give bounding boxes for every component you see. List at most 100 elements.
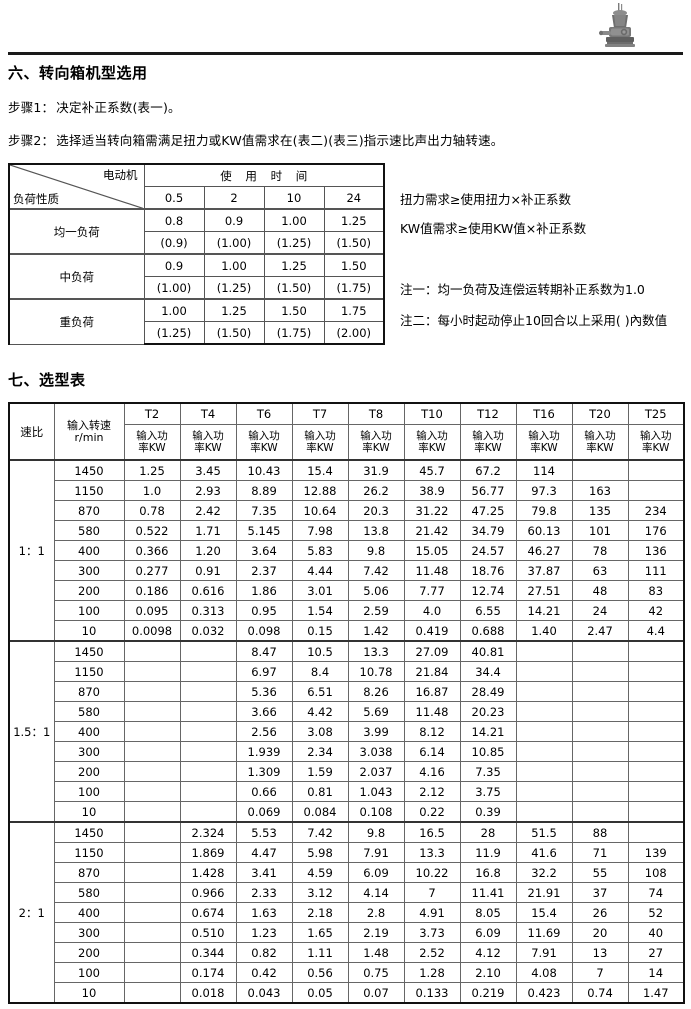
header-model-t10: T10 — [403, 402, 461, 425]
power-cell-t12: 28 — [459, 821, 517, 843]
power-cell-t12: 7.35 — [459, 761, 517, 782]
power-cell-t25 — [627, 821, 685, 843]
rpm-cell: 10 — [53, 620, 125, 642]
power-cell-t4 — [179, 681, 237, 702]
power-cell-t16: 1.40 — [515, 620, 573, 642]
power-cell-t12: 34.4 — [459, 661, 517, 682]
power-cell-t4: 0.018 — [179, 982, 237, 1004]
load-2-primary-2: 1.50 — [263, 298, 325, 322]
power-cell-t7: 0.81 — [291, 781, 349, 802]
power-cell-t20: 48 — [571, 580, 629, 601]
power-cell-t6: 2.37 — [235, 560, 293, 581]
power-cell-t2: 0.095 — [123, 600, 181, 621]
load-1-primary-2: 1.25 — [263, 253, 325, 277]
power-cell-t7: 1.59 — [291, 761, 349, 782]
power-cell-t7: 5.98 — [291, 842, 349, 863]
power-cell-t20 — [571, 681, 629, 702]
power-cell-t7: 6.51 — [291, 681, 349, 702]
power-cell-t10: 4.16 — [403, 761, 461, 782]
power-cell-t20: 78 — [571, 540, 629, 561]
power-cell-t6: 1.939 — [235, 741, 293, 762]
rpm-cell: 1150 — [53, 480, 125, 501]
rpm-cell: 300 — [53, 560, 125, 581]
power-cell-t7: 12.88 — [291, 480, 349, 501]
load-2-primary-3: 1.75 — [323, 298, 386, 322]
table-row: 200 0.344 0.82 1.11 1.48 2.52 4.12 7.91 13 27 — [9, 942, 685, 963]
header-model-t8: T8 — [347, 402, 405, 425]
power-cell-t7: 1.65 — [291, 922, 349, 943]
power-cell-t4: 0.674 — [179, 902, 237, 923]
power-cell-t6: 3.64 — [235, 540, 293, 561]
power-cell-t6: 1.309 — [235, 761, 293, 782]
header-model-t6: T6 — [235, 402, 293, 425]
power-cell-t2 — [123, 801, 181, 823]
power-cell-t16: 32.2 — [515, 862, 573, 883]
power-cell-t4: 0.510 — [179, 922, 237, 943]
header-rpm-line2: r/min — [74, 430, 104, 444]
power-cell-t4: 1.20 — [179, 540, 237, 561]
table-row: 400 0.674 1.63 2.18 2.8 4.91 8.05 15.4 26 52 — [9, 902, 685, 923]
power-cell-t10: 7 — [403, 882, 461, 903]
table-row: 300 0.510 1.23 1.65 2.19 3.73 6.09 11.69 20 40 — [9, 922, 685, 943]
power-cell-t7: 5.83 — [291, 540, 349, 561]
power-cell-t10: 0.22 — [403, 801, 461, 823]
power-cell-t2 — [123, 982, 181, 1004]
power-cell-t20 — [571, 741, 629, 762]
power-cell-t4: 0.91 — [179, 560, 237, 581]
table-row: 200 0.186 0.616 1.86 3.01 5.06 7.77 12.74 27.51 4… — [9, 580, 685, 601]
load-1-primary-3: 1.50 — [323, 253, 386, 277]
header-model-t7: T7 — [291, 402, 349, 425]
use-time-header: 使 用 时 间 — [143, 163, 386, 187]
power-cell-t2 — [123, 962, 181, 983]
power-cell-t25 — [627, 721, 685, 742]
load-0-secondary-2: (1.25) — [263, 231, 325, 255]
power-cell-t16 — [515, 761, 573, 782]
power-cell-t25 — [627, 761, 685, 782]
power-cell-t20: 135 — [571, 500, 629, 521]
table-row: 870 0.78 2.42 7.35 10.64 20.3 31.22 47.25 79.8 13… — [9, 500, 685, 521]
header-kw-t10: 输入功 率KW — [403, 424, 461, 461]
load-1-primary-0: 0.9 — [143, 253, 205, 277]
load-1-secondary-1: (1.25) — [203, 276, 265, 300]
ratio-label-2: 2：1 — [8, 821, 55, 1004]
table-row: 重负荷 1.00 1.25 1.50 1.75 — [8, 298, 386, 345]
load-2-secondary-2: (1.75) — [263, 321, 325, 345]
power-cell-t16 — [515, 640, 573, 662]
corner-header-cell: 电动机 负荷性质 — [8, 163, 145, 210]
load-1-secondary-2: (1.50) — [263, 276, 325, 300]
power-cell-t16: 114 — [515, 459, 573, 481]
power-cell-t25 — [627, 480, 685, 501]
power-cell-t20: 20 — [571, 922, 629, 943]
header-ratio: 速比 — [8, 402, 55, 461]
power-cell-t16: 37.87 — [515, 560, 573, 581]
header-model-t4: T4 — [179, 402, 237, 425]
header-kw-t7: 输入功 率KW — [291, 424, 349, 461]
power-cell-t2 — [123, 661, 181, 682]
load-2-secondary-3: (2.00) — [323, 321, 386, 345]
power-cell-t20 — [571, 459, 629, 481]
power-cell-t10: 2.12 — [403, 781, 461, 802]
power-cell-t7: 7.98 — [291, 520, 349, 541]
header-divider-rule — [8, 52, 683, 55]
power-cell-t25: 176 — [627, 520, 685, 541]
table-row: 400 0.366 1.20 3.64 5.83 9.8 15.05 24.57 46.27 78… — [9, 540, 685, 561]
power-cell-t2 — [123, 761, 181, 782]
power-cell-t12: 16.8 — [459, 862, 517, 883]
section-7-heading: 七、选型表 — [8, 371, 86, 389]
power-cell-t16: 46.27 — [515, 540, 573, 561]
power-cell-t25: 42 — [627, 600, 685, 621]
power-cell-t6: 6.97 — [235, 661, 293, 682]
power-cell-t7: 8.4 — [291, 661, 349, 682]
rpm-cell: 100 — [53, 781, 125, 802]
power-cell-t16: 97.3 — [515, 480, 573, 501]
power-cell-t8: 2.8 — [347, 902, 405, 923]
time-col-2: 10 — [263, 186, 325, 210]
header-kw-t12: 输入功 率KW — [459, 424, 517, 461]
power-cell-t16 — [515, 661, 573, 682]
header-model-t2: T2 — [123, 402, 181, 425]
gearbox-product-photo — [597, 2, 643, 50]
power-cell-t20 — [571, 640, 629, 662]
table-row: 中负荷 0.9 1.00 1.25 1.50 — [8, 253, 386, 300]
power-cell-t10: 16.5 — [403, 821, 461, 843]
power-cell-t16: 14.21 — [515, 600, 573, 621]
